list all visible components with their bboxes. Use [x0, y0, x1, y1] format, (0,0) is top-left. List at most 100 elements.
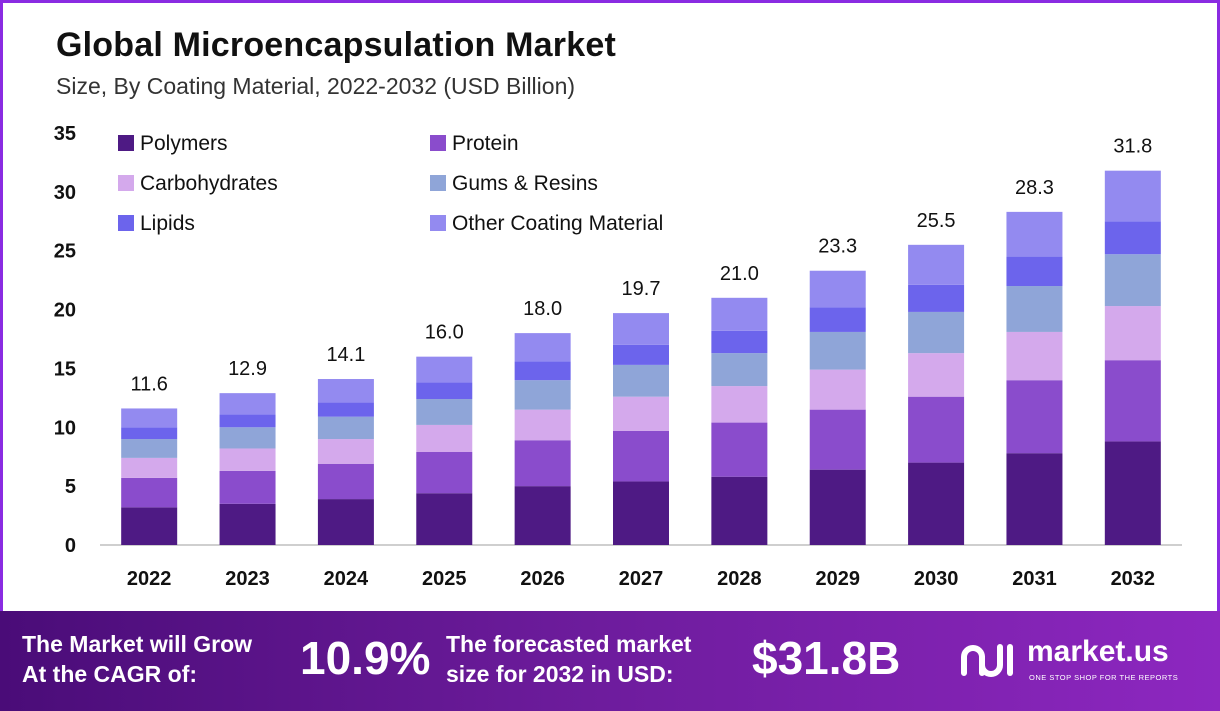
bar-segment-2023-lipids — [219, 414, 276, 428]
bar-segment-2031-lipids — [1006, 256, 1063, 287]
legend-label-gums-resins: Gums & Resins — [452, 172, 598, 195]
bar-segment-2030-carbohydrates — [908, 353, 965, 397]
bar-segment-2023-other-coating-material — [219, 393, 276, 415]
cagr-label-line2: At the CAGR of: — [22, 661, 198, 687]
total-label-2028: 21.0 — [720, 263, 759, 285]
bar-segment-2022-polymers — [121, 507, 178, 545]
bar-segment-2025-gums-resins — [416, 399, 473, 425]
total-label-2030: 25.5 — [917, 210, 956, 232]
bar-segment-2031-other-coating-material — [1006, 211, 1063, 257]
bar-segment-2027-protein — [613, 430, 669, 482]
x-tick-label-2025: 2025 — [422, 568, 467, 590]
bar-segment-2024-gums-resins — [317, 416, 374, 440]
bar-segment-2028-other-coating-material — [711, 297, 768, 331]
total-label-2024: 14.1 — [326, 344, 365, 366]
bar-segment-2026-carbohydrates — [514, 409, 571, 441]
bar-segment-2023-polymers — [219, 503, 276, 545]
total-label-2022: 11.6 — [130, 373, 167, 395]
bar-segment-2029-protein — [809, 409, 866, 470]
chart-title: Global Microencapsulation Market — [56, 26, 616, 64]
legend-swatch-polymers — [118, 135, 134, 151]
bar-segment-2030-lipids — [908, 284, 965, 312]
bar-segment-2029-carbohydrates — [809, 369, 866, 410]
legend-label-lipids: Lipids — [140, 212, 195, 235]
bar-segment-2026-other-coating-material — [514, 333, 571, 362]
x-tick-label-2029: 2029 — [815, 568, 860, 590]
total-label-2025: 16.0 — [425, 322, 464, 344]
y-tick-label-30: 30 — [54, 182, 76, 204]
bar-segment-2029-other-coating-material — [809, 270, 866, 308]
y-tick-label-20: 20 — [54, 300, 76, 322]
legend-swatch-gums-resins — [430, 175, 446, 191]
x-tick-label-2027: 2027 — [619, 568, 664, 590]
bar-segment-2030-protein — [908, 396, 965, 463]
x-tick-label-2026: 2026 — [520, 568, 565, 590]
cagr-label: The Market will Grow At the CAGR of: — [22, 629, 252, 689]
bar-segment-2032-other-coating-material — [1104, 170, 1161, 222]
bar-segment-2030-gums-resins — [908, 311, 965, 354]
y-tick-label-25: 25 — [54, 241, 76, 263]
bar-segment-2024-carbohydrates — [317, 439, 374, 464]
bar-segment-2032-protein — [1104, 360, 1161, 442]
y-tick-label-35: 35 — [54, 123, 76, 145]
total-label-2027: 19.7 — [622, 278, 661, 300]
bar-segment-2031-gums-resins — [1006, 286, 1063, 332]
bar-segment-2027-other-coating-material — [613, 313, 669, 345]
bar-segment-2032-gums-resins — [1104, 254, 1161, 307]
bar-segment-2026-lipids — [514, 361, 571, 381]
forecast-label-line1: The forecasted market — [446, 631, 692, 657]
bar-segment-2030-other-coating-material — [908, 244, 965, 285]
legend-swatch-lipids — [118, 215, 134, 231]
bar-segment-2030-polymers — [908, 462, 965, 545]
x-tick-label-2023: 2023 — [225, 568, 270, 590]
x-tick-label-2031: 2031 — [1012, 568, 1057, 590]
bar-segment-2028-gums-resins — [711, 353, 768, 387]
bar-segment-2024-polymers — [317, 499, 374, 545]
bar-segment-2023-protein — [219, 470, 276, 504]
bar-segment-2027-carbohydrates — [613, 396, 669, 431]
bar-segment-2025-carbohydrates — [416, 424, 473, 453]
forecast-label-line2: size for 2032 in USD: — [446, 661, 674, 687]
x-tick-label-2022: 2022 — [127, 568, 172, 590]
bar-segment-2024-lipids — [317, 402, 374, 417]
legend-label-protein: Protein — [452, 132, 519, 155]
bar-segment-2028-carbohydrates — [711, 386, 768, 423]
bar-segment-2027-lipids — [613, 344, 669, 365]
bar-segment-2025-polymers — [416, 493, 473, 545]
bar-segment-2022-carbohydrates — [121, 457, 178, 478]
x-tick-label-2028: 2028 — [717, 568, 762, 590]
bar-segment-2023-gums-resins — [219, 427, 276, 449]
y-tick-label-0: 0 — [65, 535, 76, 557]
bar-segment-2032-carbohydrates — [1104, 306, 1161, 361]
bar-segment-2026-protein — [514, 440, 571, 487]
bar-segment-2029-lipids — [809, 307, 866, 332]
total-label-2023: 12.9 — [228, 358, 267, 380]
legend-swatch-protein — [430, 135, 446, 151]
y-tick-label-5: 5 — [65, 476, 76, 498]
bar-segment-2022-gums-resins — [121, 439, 178, 458]
cagr-label-line1: The Market will Grow — [22, 631, 253, 657]
bar-segment-2022-lipids — [121, 427, 178, 440]
bar-segment-2031-carbohydrates — [1006, 331, 1063, 381]
total-label-2029: 23.3 — [818, 236, 857, 258]
x-tick-label-2030: 2030 — [914, 568, 959, 590]
cagr-value: 10.9% — [300, 632, 431, 684]
bar-segment-2029-polymers — [809, 469, 866, 545]
y-tick-label-10: 10 — [54, 417, 76, 439]
bar-segment-2029-gums-resins — [809, 331, 866, 370]
bar-segment-2024-protein — [317, 463, 374, 500]
forecast-label: The forecasted market size for 2032 in U… — [446, 629, 691, 689]
bar-segment-2028-polymers — [711, 476, 768, 545]
bar-segment-2025-lipids — [416, 382, 473, 400]
legend-label-other-coating-material: Other Coating Material — [452, 212, 663, 235]
bar-segment-2025-protein — [416, 452, 473, 494]
total-label-2031: 28.3 — [1015, 177, 1054, 199]
bar-segment-2031-protein — [1006, 380, 1063, 454]
bar-segment-2024-other-coating-material — [317, 379, 374, 403]
bar-segment-2028-protein — [711, 422, 768, 477]
x-tick-label-2032: 2032 — [1111, 568, 1156, 590]
market-us-logo-icon — [961, 644, 1013, 677]
bar-segment-2022-other-coating-material — [121, 408, 178, 428]
y-tick-label-15: 15 — [54, 358, 76, 380]
